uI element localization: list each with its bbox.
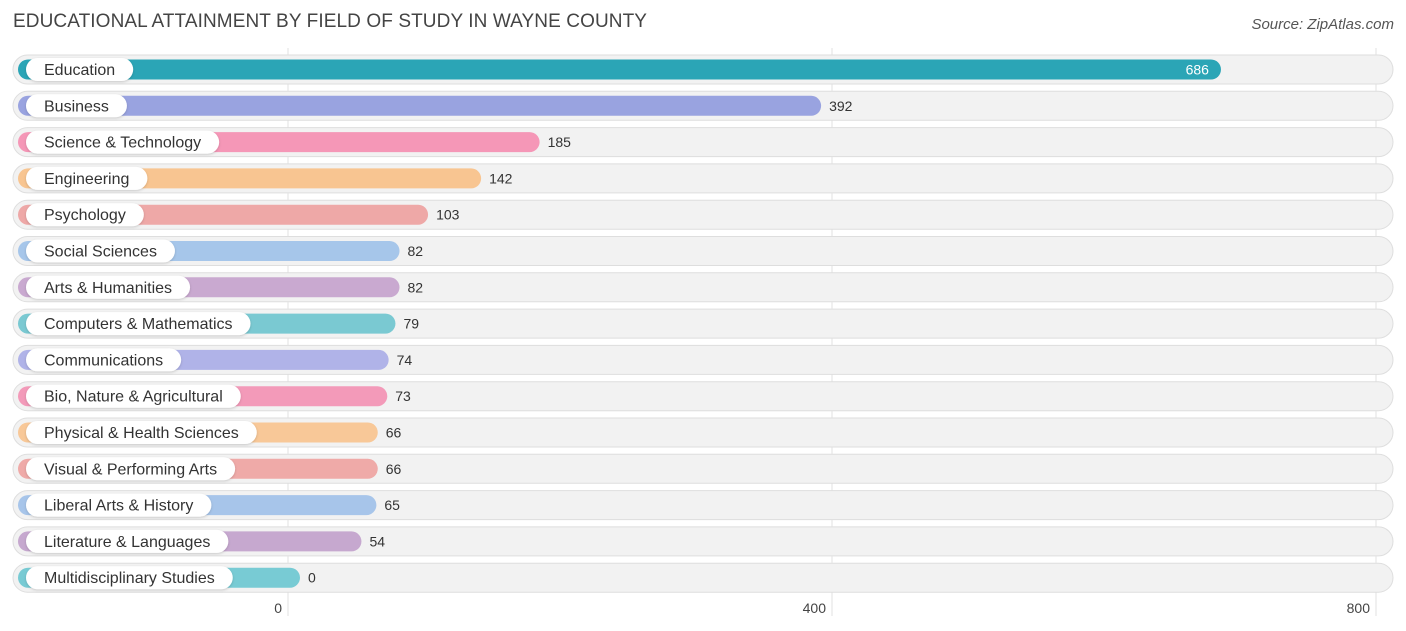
bar-row: Communications 74 bbox=[12, 344, 1394, 375]
bar-category-label: Psychology bbox=[44, 207, 126, 224]
bar-row: Liberal Arts & History 65 bbox=[12, 490, 1394, 521]
bar-category-label: Literature & Languages bbox=[44, 534, 210, 551]
bar-label-pill bbox=[26, 421, 257, 444]
bar-value-label: 0 bbox=[308, 570, 316, 586]
chart-title: EDUCATIONAL ATTAINMENT BY FIELD OF STUDY… bbox=[13, 11, 648, 32]
bar-label-pill bbox=[26, 312, 251, 336]
bar-value-label: 686 bbox=[1186, 62, 1210, 78]
chart-source: Source: ZipAtlas.com bbox=[1251, 16, 1394, 33]
bar-value-label: 73 bbox=[395, 388, 411, 404]
bar-label-pill bbox=[26, 130, 220, 154]
bar-category-label: Communications bbox=[44, 352, 163, 369]
bar-track bbox=[12, 562, 1394, 593]
bar-value-label: 103 bbox=[436, 207, 460, 223]
bar-value-label: 82 bbox=[408, 243, 424, 259]
bar-value-label: 66 bbox=[386, 461, 402, 477]
bar-row: Literature & Languages 54 bbox=[12, 526, 1394, 557]
bar-value-label: 65 bbox=[384, 497, 400, 513]
bar-row: Business 392 bbox=[12, 90, 1394, 121]
bar-row: Visual & Performing Arts 66 bbox=[12, 453, 1394, 484]
x-tick-label: 800 bbox=[1347, 600, 1371, 616]
bar-value-label: 74 bbox=[397, 352, 413, 368]
bar-label-pill bbox=[26, 203, 144, 227]
bar-label-pill bbox=[26, 166, 148, 190]
bar-category-label: Visual & Performing Arts bbox=[44, 461, 217, 478]
x-tick-label: 400 bbox=[803, 600, 827, 616]
bar-label-pill bbox=[26, 457, 236, 481]
bar-value-label: 392 bbox=[829, 98, 853, 114]
bar-label-pill bbox=[26, 239, 175, 263]
bar bbox=[18, 59, 1221, 80]
bar-value-label: 54 bbox=[369, 533, 385, 549]
bar-label-pill bbox=[26, 94, 127, 118]
bar-value-label: 142 bbox=[489, 170, 513, 186]
bar-row: Physical & Health Sciences 66 bbox=[12, 417, 1394, 448]
bar-category-label: Science & Technology bbox=[44, 135, 201, 152]
bar bbox=[18, 95, 822, 116]
bar-category-label: Multidisciplinary Studies bbox=[44, 570, 215, 587]
bar-label-pill bbox=[26, 275, 191, 299]
bar-label-pill bbox=[26, 493, 212, 517]
bar-value-label: 185 bbox=[548, 134, 572, 150]
bar-category-label: Arts & Humanities bbox=[44, 280, 172, 297]
bar-category-label: Social Sciences bbox=[44, 244, 157, 261]
bar-label-pill bbox=[26, 529, 229, 553]
x-tick-label: 0 bbox=[274, 600, 282, 616]
bar-row: Computers & Mathematics 79 bbox=[12, 308, 1394, 339]
bar-row: Bio, Nature & Agricultural 73 bbox=[12, 381, 1394, 412]
bar-category-label: Physical & Health Sciences bbox=[44, 425, 239, 442]
bar-value-label: 82 bbox=[408, 279, 424, 295]
bar-row: Science & Technology 185 bbox=[12, 127, 1394, 158]
bar-row: Multidisciplinary Studies 0 bbox=[12, 562, 1394, 593]
bars: Education 686 Business 392 Science & Technol… bbox=[12, 54, 1394, 593]
bar-category-label: Bio, Nature & Agricultural bbox=[44, 389, 223, 406]
bar-category-label: Computers & Mathematics bbox=[44, 316, 233, 333]
bar-row: Social Sciences 82 bbox=[12, 236, 1394, 266]
bar-label-pill bbox=[26, 58, 134, 81]
bar-value-label: 66 bbox=[386, 425, 402, 441]
bar-label-pill bbox=[26, 384, 241, 408]
x-axis: 0 400 800 bbox=[274, 600, 1370, 616]
bar-category-label: Business bbox=[44, 98, 109, 115]
bar-label-pill bbox=[26, 566, 233, 590]
bar-row: Education 686 bbox=[12, 54, 1394, 85]
bar-category-label: Liberal Arts & History bbox=[44, 498, 193, 515]
bar-row: Arts & Humanities 82 bbox=[12, 272, 1394, 303]
bar-label-pill bbox=[26, 348, 182, 372]
bar-value-label: 79 bbox=[403, 316, 419, 332]
bar-category-label: Engineering bbox=[44, 171, 129, 188]
bar-row: Engineering 142 bbox=[12, 163, 1394, 194]
bar-row: Psychology 103 bbox=[12, 199, 1394, 230]
bar-category-label: Education bbox=[44, 62, 115, 79]
